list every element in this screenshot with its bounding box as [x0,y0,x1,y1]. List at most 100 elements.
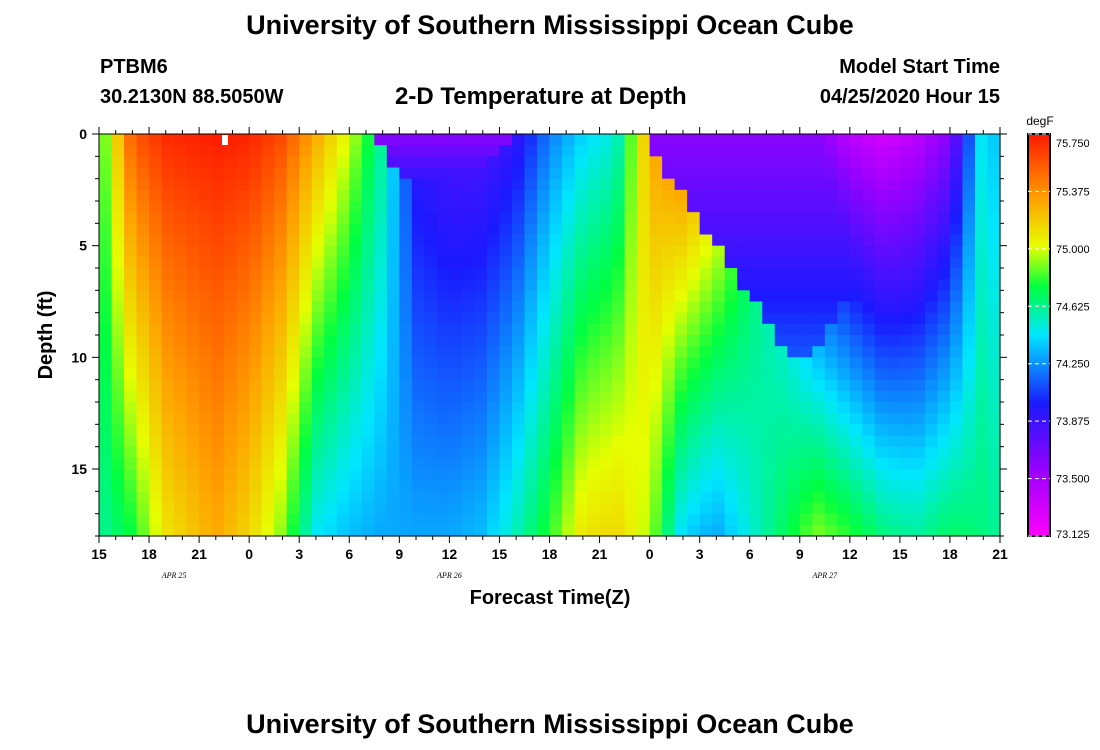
heatmap-cell [399,201,413,213]
heatmap-cell [99,524,113,537]
heatmap-cell [624,189,638,202]
heatmap-cell [662,502,676,515]
heatmap-cell [461,145,476,157]
heatmap-cell [261,457,275,470]
heatmap-cell [361,290,375,303]
heatmap-cell [436,268,450,280]
heatmap-cell [511,290,526,303]
heatmap-cell [637,301,651,314]
heatmap-cell [361,446,375,459]
heatmap-cell [649,234,663,247]
heatmap-cell [461,268,476,280]
heatmap-cell [987,290,1001,303]
heatmap-cell [899,301,913,314]
heatmap-cell [124,491,138,504]
heatmap-cell [474,234,488,247]
heatmap-cell [399,167,413,180]
heatmap-cell [662,268,676,280]
heatmap-cell [949,357,964,370]
heatmap-cell [912,223,926,236]
heatmap-cell [649,346,663,358]
heatmap-cell [274,390,288,403]
heatmap-cell [124,435,138,448]
heatmap-cell [962,156,976,169]
heatmap-cell [637,457,651,470]
heatmap-cell [536,212,551,224]
heatmap-cell [249,524,263,537]
heatmap-cell [724,245,738,258]
heatmap-cell [236,245,250,258]
heatmap-cell [787,189,801,202]
heatmap-cell [912,457,926,470]
heatmap-cell [136,290,150,303]
heatmap-cell [687,323,701,336]
heatmap-cell [174,223,188,236]
heatmap-cell [899,167,913,180]
heatmap-cell [799,435,813,448]
heatmap-cell [687,201,701,213]
heatmap-cell [436,480,450,492]
heatmap-cell [411,491,425,504]
heatmap-cell [336,502,350,515]
heatmap-cell [849,290,863,303]
heatmap-cell [912,491,926,504]
heatmap-cell [637,424,651,437]
heatmap-cell [587,413,601,425]
heatmap-cell [887,323,901,336]
heatmap-cell [499,457,513,470]
heatmap-cell [474,357,488,370]
heatmap-cell [524,323,538,336]
heatmap-cell [649,323,663,336]
heatmap-cell [699,335,713,347]
heatmap-cell [662,357,676,370]
heatmap-cell [599,234,613,247]
heatmap-cell [436,469,450,481]
heatmap-cell [749,413,763,425]
heatmap-cell [799,256,813,269]
heatmap-cell [311,357,325,370]
heatmap-cell [562,379,576,392]
heatmap-cell [236,524,250,537]
heatmap-cell [674,424,688,437]
heatmap-cell [674,390,688,403]
heatmap-cell [774,134,788,146]
heatmap-cell [962,413,976,425]
heatmap-cell [424,469,438,481]
heatmap-cell [161,502,175,515]
heatmap-cell [574,156,588,169]
heatmap-cell [124,390,138,403]
heatmap-cell [549,502,563,515]
heatmap-cell [149,290,163,303]
heatmap-cell [486,134,501,146]
heatmap-cell [249,290,263,303]
heatmap-cell [549,145,563,157]
heatmap-cell [562,178,576,191]
heatmap-cell [524,480,538,492]
heatmap-cell [486,212,501,224]
heatmap-cell [712,167,726,180]
heatmap-cell [136,491,150,504]
heatmap-cell [136,234,150,247]
heatmap-cell [674,156,688,169]
heatmap-cell [486,480,501,492]
heatmap-cell [824,480,838,492]
heatmap-cell [574,145,588,157]
heatmap-cell [687,312,701,325]
heatmap-cell [599,323,613,336]
heatmap-cell [624,480,638,492]
heatmap-cell [174,290,188,303]
heatmap-cell [399,513,413,526]
heatmap-cell [311,156,325,169]
heatmap-cell [887,491,901,504]
heatmap-cell [336,189,350,202]
heatmap-cell [499,379,513,392]
heatmap-cell [649,212,663,224]
heatmap-cell [324,413,338,425]
heatmap-cell [549,134,563,146]
heatmap-cell [186,134,200,146]
heatmap-cell [649,167,663,180]
heatmap-cell [211,413,225,425]
heatmap-cell [937,245,951,258]
heatmap-cell [937,335,951,347]
heatmap-cell [424,256,438,269]
